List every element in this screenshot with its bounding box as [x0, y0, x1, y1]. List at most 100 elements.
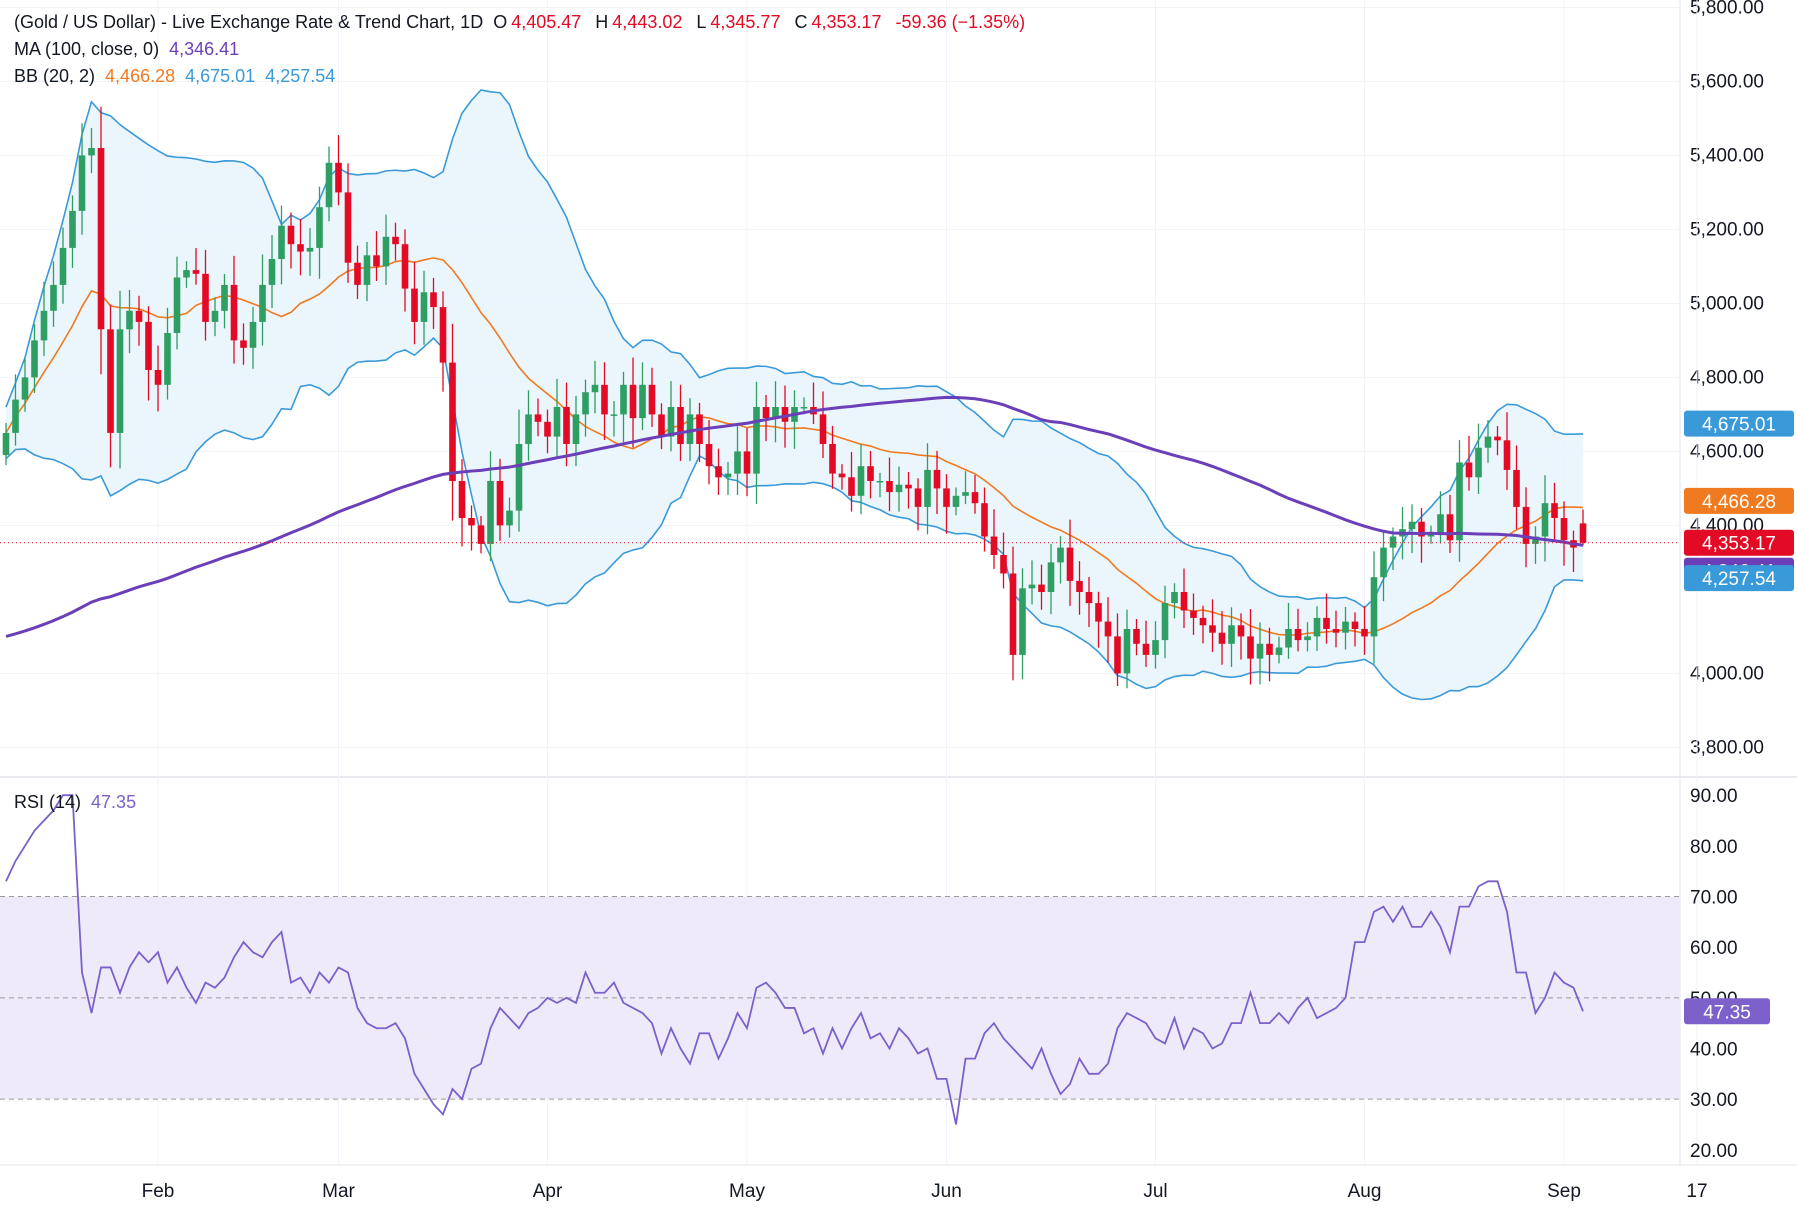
- candle-body: [1275, 647, 1283, 655]
- candle: [1503, 412, 1511, 490]
- candle: [591, 360, 599, 414]
- candle-body: [876, 481, 884, 483]
- candle: [1019, 568, 1026, 680]
- candle: [1190, 593, 1197, 635]
- candle-body: [762, 407, 770, 419]
- candle: [325, 146, 333, 222]
- bb-label: BB (20, 2): [14, 66, 96, 86]
- candle-body: [724, 473, 732, 478]
- candle: [1579, 509, 1587, 546]
- candle-body: [430, 292, 437, 308]
- candle-body: [1294, 629, 1302, 641]
- candle: [886, 457, 893, 512]
- candle-body: [344, 192, 352, 263]
- candle-body: [620, 384, 627, 415]
- candle: [1560, 501, 1568, 566]
- candle: [914, 478, 922, 531]
- candles: [2, 106, 1587, 689]
- candle: [477, 515, 485, 554]
- candle-body: [411, 288, 418, 322]
- candle: [1009, 546, 1017, 681]
- candle: [724, 461, 732, 495]
- candle: [601, 362, 608, 440]
- candle-body: [857, 466, 865, 496]
- candle: [411, 261, 418, 345]
- price-tick-label: 5,800.00: [1690, 0, 1764, 18]
- bollinger-upper-line: [5, 89, 1584, 609]
- candle-body: [1104, 621, 1112, 637]
- candle-body: [582, 392, 589, 415]
- candle: [173, 256, 181, 350]
- candle-body: [1057, 547, 1064, 563]
- legend-rsi[interactable]: RSI (14) 47.35: [14, 792, 136, 813]
- candle-body: [183, 270, 190, 278]
- symbol-title[interactable]: (Gold / US Dollar) - Live Exchange Rate …: [14, 12, 484, 32]
- candle: [145, 306, 152, 401]
- candle: [382, 214, 390, 285]
- candle-body: [1361, 629, 1368, 637]
- candle: [1370, 551, 1378, 664]
- candle-body: [1142, 643, 1150, 655]
- legend-ma[interactable]: MA (100, close, 0) 4,346.41: [14, 39, 239, 60]
- candle: [819, 391, 827, 459]
- candle-body: [905, 484, 912, 489]
- candle: [648, 367, 656, 427]
- candle: [525, 390, 532, 461]
- candle-body: [677, 407, 684, 444]
- candle-body: [477, 525, 485, 544]
- legend-bb[interactable]: BB (20, 2) 4,466.28 4,675.01 4,257.54: [14, 66, 335, 87]
- candle: [31, 324, 38, 393]
- ohlc-open: 4,405.47: [511, 12, 582, 32]
- ohlc-low: 4,345.77: [710, 12, 781, 32]
- candle-body: [563, 407, 570, 444]
- candle: [458, 459, 466, 547]
- candle: [183, 261, 190, 288]
- candle: [1161, 585, 1169, 659]
- candle: [420, 270, 428, 345]
- price-tag-label: 4,257.54: [1702, 569, 1776, 590]
- candle: [1180, 568, 1188, 629]
- rsi-tick-label: 20.00: [1690, 1141, 1738, 1162]
- candle-body: [515, 444, 523, 511]
- candle-body: [316, 207, 323, 248]
- candle-body: [895, 484, 903, 493]
- candle: [2, 422, 10, 466]
- candle: [1038, 564, 1045, 610]
- bb-basis-value: 4,466.28: [105, 66, 176, 86]
- candle: [629, 357, 637, 448]
- candle: [772, 381, 779, 443]
- candle: [1114, 613, 1121, 686]
- candle: [715, 448, 722, 495]
- candle-body: [1484, 436, 1492, 448]
- candle: [1313, 606, 1321, 652]
- candle: [1218, 611, 1226, 665]
- price-tag-bg: [1684, 487, 1794, 514]
- candle-body: [97, 148, 105, 330]
- ohlc-close: 4,353.17: [811, 12, 882, 32]
- candle-body: [639, 384, 646, 419]
- rsi-tag-label: 47.35: [1703, 1002, 1751, 1023]
- bb-lower-value: 4,257.54: [265, 66, 336, 86]
- candle: [392, 222, 399, 261]
- candle-body: [1332, 629, 1340, 633]
- candle-body: [487, 481, 494, 544]
- price-tag-label: 4,675.01: [1702, 415, 1776, 436]
- candle-body: [192, 270, 200, 274]
- rsi-pane: 90.0080.0070.0060.0050.0040.0030.0020.00…: [0, 786, 1770, 1162]
- price-tick-label: 5,200.00: [1690, 219, 1764, 240]
- candle-body: [439, 307, 447, 363]
- bb-upper-value: 4,675.01: [185, 66, 256, 86]
- candle-body: [1313, 617, 1321, 637]
- price-tag-label: 4,353.17: [1702, 534, 1776, 555]
- candle: [1484, 420, 1492, 463]
- candle-body: [924, 469, 931, 507]
- candle: [639, 362, 646, 431]
- candle-body: [1351, 621, 1359, 629]
- candle: [1237, 613, 1245, 660]
- candle: [1047, 543, 1055, 615]
- candle-body: [1066, 547, 1074, 581]
- candle: [373, 231, 380, 282]
- time-tick-label: Feb: [142, 1181, 175, 1202]
